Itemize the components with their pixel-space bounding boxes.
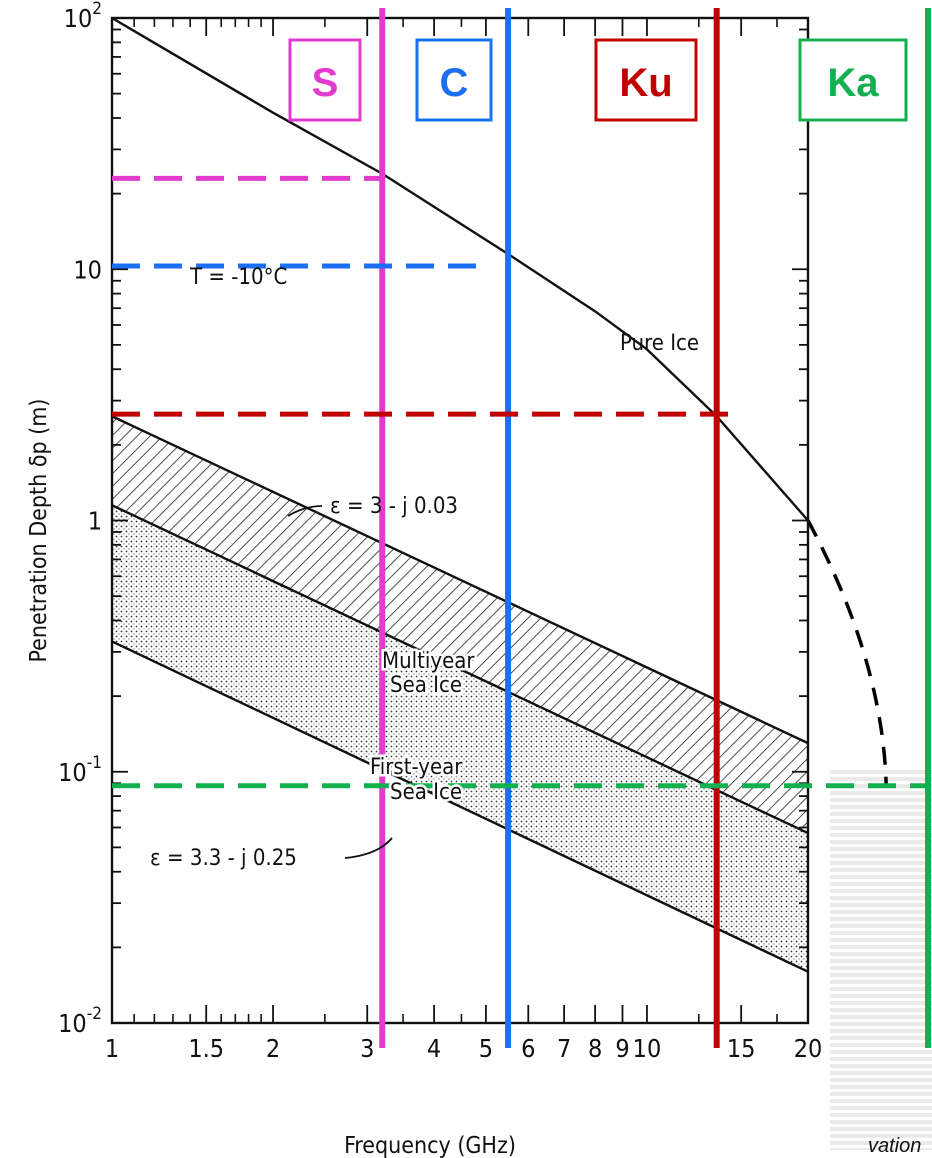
chart-labels: Frequency (GHz) Penetration Depth δp (m) T… [26,265,921,1158]
region-label-1-0: First-year [370,755,463,780]
multiyear-region [112,416,808,834]
annotation-epsilon-multiyear: ε = 3 - j 0.03 [330,494,458,519]
data-series [111,16,888,973]
series-line-3 [111,640,809,973]
x-tick-label: 6 [521,1034,535,1063]
region-label-0-1: Sea Ice [390,673,462,698]
extrapolation-curve [806,519,888,786]
x-tick-label: 2 [266,1034,280,1063]
region-label-1-1: Sea Ice [390,780,462,805]
y-tick-label: 10-1 [58,753,102,787]
band-label-box-ku [594,38,698,122]
first-year-region [112,505,808,972]
x-tick-label: 1.5 [188,1034,224,1063]
band-label-box-ka [798,38,908,122]
y-tick-label: 1 [88,507,102,536]
annotation-temperature: T = -10°C [189,265,287,290]
annotation-arrow-multiyear [287,505,323,517]
x-tick-label: 10 [633,1034,662,1063]
y-tick-label: 102 [64,0,102,33]
x-tick-label: 20 [794,1034,823,1063]
band-label-box-c [415,38,493,122]
band-label-box-s [288,38,362,122]
x-tick-label: 4 [427,1034,441,1063]
annotation-pure-ice: Pure Ice [620,331,699,356]
x-axis-title: Frequency (GHz) [344,1133,516,1158]
x-tick-label: 9 [615,1034,629,1063]
x-tick-label: 8 [588,1034,602,1063]
x-tick-label: 15 [727,1034,756,1063]
x-tick-label: 1 [105,1034,119,1063]
x-tick-label: 5 [479,1034,493,1063]
y-tick-label: 10 [73,255,102,284]
x-tick-label: 7 [557,1034,571,1063]
series-line-0 [111,16,809,522]
y-axis-title: Penetration Depth δp (m) [26,398,52,662]
annotation-epsilon-first-year: ε = 3.3 - j 0.25 [150,846,297,871]
x-tick-label: 3 [360,1034,374,1063]
background-texture [830,770,932,1150]
band-label-ku: Ku [619,61,672,105]
band-label-c: C [440,61,469,105]
series-line-2 [111,504,809,835]
band-label-s: S [312,61,339,105]
frequency-bands: S C Ku Ka [112,8,931,1048]
cropped-footer-text: vation [868,1135,921,1157]
y-tick-label: 10-2 [58,1004,102,1038]
annotation-arrow-first-year [344,837,393,859]
series-line-1 [111,415,809,745]
region-label-0-0: Multiyear [382,649,475,674]
sea-ice-regions [112,416,808,972]
band-label-ka: Ka [827,61,879,105]
